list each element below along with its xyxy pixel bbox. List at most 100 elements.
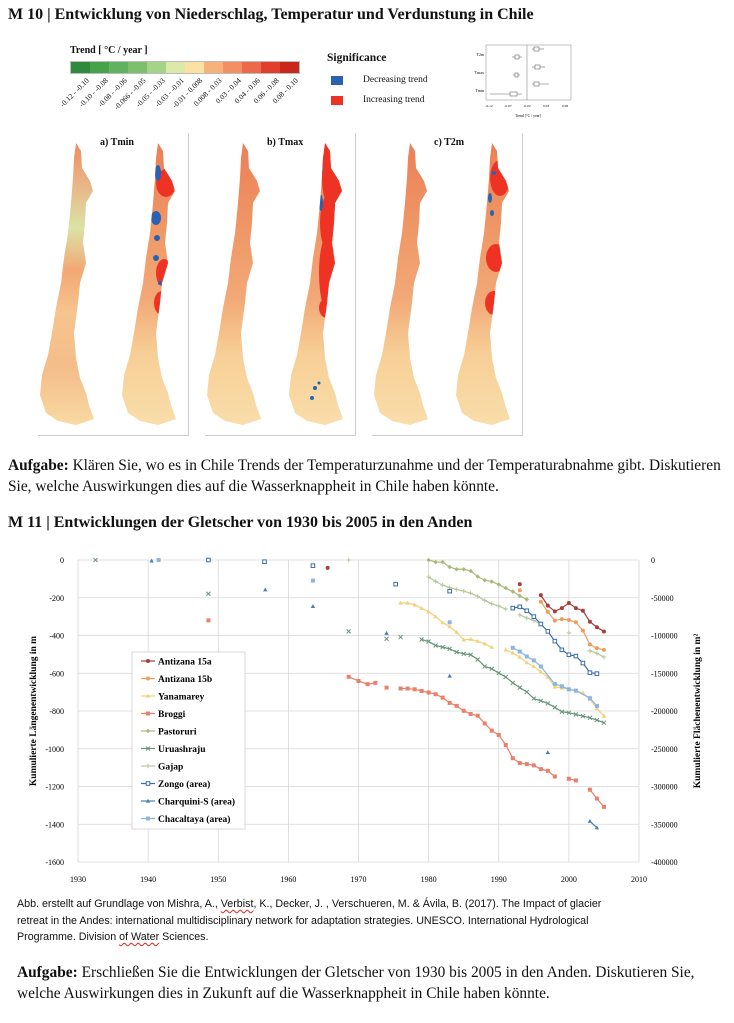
legend-label: Charquini-S (area): [158, 797, 235, 808]
legend-marker: [146, 816, 150, 821]
m10-task-label: Aufgabe:: [8, 457, 69, 474]
data-point: [601, 804, 606, 809]
data-point: [482, 577, 487, 583]
data-point: [552, 705, 558, 710]
data-point: [433, 559, 438, 565]
series-chacaltaya-area: [156, 558, 599, 708]
data-point: [559, 709, 565, 715]
data-point: [503, 647, 508, 652]
map-panel-title: c) T2m: [434, 137, 465, 148]
data-point: [356, 678, 361, 683]
data-point: [206, 618, 211, 623]
legend-item: Chacaltaya (area): [141, 814, 230, 825]
data-point: [440, 695, 445, 700]
data-point: [552, 684, 558, 689]
boxplot-row-label: Tmin: [475, 88, 484, 93]
legend-label: Antizana 15b: [158, 675, 212, 685]
trend-swatch: [223, 62, 242, 73]
legend-label: Gajap: [158, 763, 183, 773]
data-point: [517, 649, 522, 654]
data-point: [594, 625, 599, 630]
data-point: [156, 558, 161, 562]
significance-item-decreasing: Decreasing trend: [331, 70, 428, 90]
data-point: [538, 669, 544, 674]
data-point: [587, 787, 592, 792]
increasing-label: Increasing trend: [363, 95, 425, 105]
y-axis-title: Kumulierte Längenentwicklung in m: [29, 636, 39, 786]
data-point: [489, 579, 494, 584]
data-point: [580, 628, 585, 633]
data-point: [461, 708, 466, 713]
trend-swatch: [185, 62, 204, 73]
caption-text: Abb. erstellt auf Grundlage von Mishra, …: [17, 898, 221, 910]
data-point: [517, 588, 522, 593]
legend-box: [131, 651, 246, 830]
figure-caption: Abb. erstellt auf Grundlage von Mishra, …: [17, 896, 601, 946]
map-panel-tmin: a) Tmin: [38, 133, 189, 436]
x-tick-label: 2010: [631, 875, 647, 884]
legend-marker: [145, 746, 151, 751]
trend-color-scale: [70, 61, 300, 74]
x-tick-label: 1950: [210, 875, 226, 884]
data-point: [594, 703, 599, 708]
legend-item: Zongo (area): [141, 779, 210, 790]
data-point: [552, 682, 557, 687]
data-point: [93, 557, 98, 563]
data-point: [566, 601, 571, 606]
data-point: [517, 761, 522, 766]
data-point: [496, 732, 501, 737]
data-point: [573, 712, 579, 717]
legend-marker: [145, 798, 151, 803]
trend-boxplot: T2m Tmax Tmin -0.12 -0.07 -0.02 0.03 0.0…: [475, 44, 572, 118]
significance-legend: Significance Decreasing trend Increasing…: [327, 52, 428, 110]
x-tick-label: 1970: [351, 875, 367, 884]
data-point: [419, 688, 424, 693]
data-point: [531, 658, 536, 663]
legend-item: Uruashraju: [141, 745, 206, 755]
significance-title: Significance: [327, 52, 387, 64]
data-point: [601, 654, 607, 660]
data-point: [573, 620, 578, 625]
legend-label: Broggi: [158, 710, 186, 720]
data-point: [524, 608, 530, 614]
data-point: [454, 566, 459, 572]
data-point: [496, 670, 502, 676]
m10-task: Aufgabe: Klären Sie, wo es in Chile Tren…: [8, 455, 728, 497]
data-point: [517, 593, 522, 599]
significance-item-increasing: Increasing trend: [331, 90, 428, 110]
data-point: [398, 634, 403, 640]
legend-label: Zongo (area): [158, 779, 210, 790]
data-point: [489, 644, 494, 649]
legend-item: Yanamarey: [141, 693, 205, 703]
caption-text: retreat in the Andes: international mult…: [17, 914, 589, 927]
data-point: [206, 591, 211, 597]
series-antizana-15b: [517, 588, 606, 652]
data-point: [538, 593, 543, 598]
data-point: [503, 742, 508, 747]
data-point: [587, 670, 593, 675]
data-point: [538, 621, 544, 627]
boxplot-tick: -0.02: [523, 104, 531, 108]
data-point: [447, 700, 452, 705]
data-point: [384, 685, 389, 690]
trend-swatch: [71, 62, 90, 73]
data-point: [524, 597, 529, 602]
data-point: [531, 614, 537, 619]
legend-item: Charquini-S (area): [141, 797, 235, 808]
data-point: [559, 647, 565, 653]
data-point: [482, 598, 488, 603]
data-point: [346, 557, 351, 563]
boxplot-tick: 0.08: [562, 104, 568, 108]
series-antizana-15a: [325, 565, 606, 634]
data-point: [461, 566, 466, 572]
y2-tick-label: -250000: [651, 745, 678, 754]
legend-marker: [145, 763, 151, 769]
trend-class-labels: -0.12 - -0.10 -0.10 - -0.08 -0.08 - -0.06-…: [57, 74, 300, 114]
data-point: [517, 654, 522, 659]
boxplot-boxes: [490, 46, 549, 97]
series-line: [540, 594, 605, 633]
legend-marker: [146, 659, 150, 663]
data-point: [566, 687, 571, 692]
data-point: [433, 579, 438, 584]
data-point: [524, 654, 529, 659]
